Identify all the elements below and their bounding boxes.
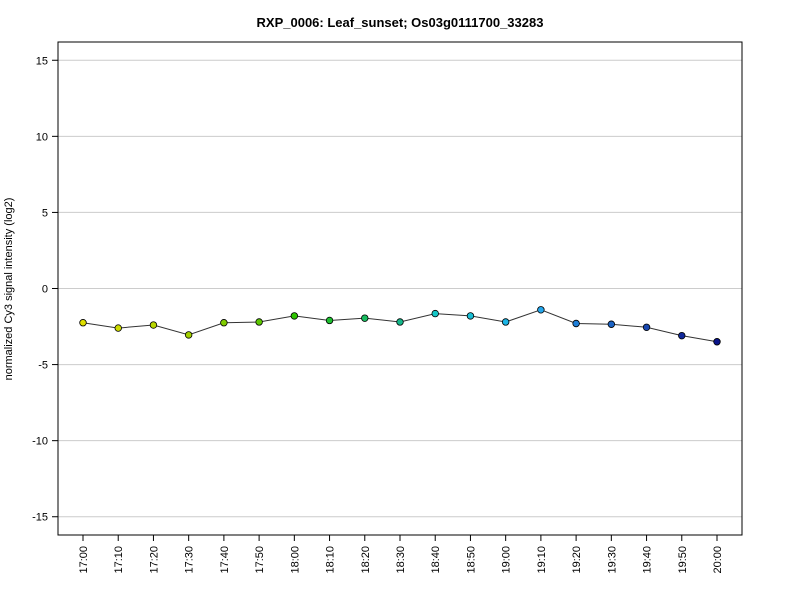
x-tick-label: 18:30 bbox=[395, 546, 407, 574]
x-tick-label: 17:40 bbox=[219, 546, 231, 574]
x-tick-label: 17:10 bbox=[113, 546, 125, 574]
x-tick-label: 19:50 bbox=[677, 546, 689, 574]
x-tick-label: 18:50 bbox=[465, 546, 477, 574]
y-tick-label: -15 bbox=[32, 512, 48, 524]
x-tick-label: 19:20 bbox=[571, 546, 583, 574]
data-point bbox=[290, 312, 299, 320]
y-tick-label: -5 bbox=[38, 360, 48, 372]
data-point bbox=[431, 309, 439, 318]
y-tick-label: -10 bbox=[32, 436, 48, 448]
data-point bbox=[325, 316, 334, 325]
y-axis-label: normalized Cy3 signal intensity (log2) bbox=[3, 198, 15, 381]
data-point bbox=[642, 323, 651, 332]
grid-lines bbox=[58, 59, 742, 518]
data-point bbox=[184, 331, 193, 339]
x-tick-label: 18:00 bbox=[289, 546, 301, 574]
data-point bbox=[220, 319, 228, 327]
series-line bbox=[82, 309, 718, 343]
x-tick-label: 19:00 bbox=[501, 546, 513, 574]
data-point bbox=[607, 320, 616, 328]
x-tick-label: 17:50 bbox=[254, 546, 266, 574]
x-tick-label: 19:30 bbox=[606, 546, 618, 574]
chart-title: RXP_0006: Leaf_sunset; Os03g0111700_3328… bbox=[257, 15, 544, 30]
y-tick-label: 5 bbox=[42, 207, 48, 219]
data-point bbox=[149, 321, 158, 329]
x-tick-label: 18:10 bbox=[325, 546, 337, 574]
data-point bbox=[396, 318, 404, 326]
data-point bbox=[713, 338, 721, 346]
x-tick-label: 19:40 bbox=[642, 546, 654, 574]
data-point bbox=[255, 318, 263, 326]
data-point bbox=[501, 318, 510, 326]
x-tick-label: 17:30 bbox=[184, 546, 196, 574]
x-tick-label: 17:20 bbox=[148, 546, 160, 574]
data-point bbox=[79, 319, 87, 327]
x-tick-label: 17:00 bbox=[78, 546, 90, 574]
data-point bbox=[537, 306, 545, 314]
data-points-layer bbox=[79, 306, 721, 346]
data-point bbox=[572, 319, 580, 328]
y-tick-label: 15 bbox=[36, 55, 48, 67]
y-tick-label: 0 bbox=[42, 284, 48, 296]
data-point bbox=[361, 314, 369, 322]
x-tick-label: 19:10 bbox=[536, 546, 548, 574]
data-point bbox=[466, 312, 475, 320]
x-tick-label: 18:40 bbox=[430, 546, 442, 574]
y-tick-label: 10 bbox=[36, 131, 48, 143]
data-point bbox=[678, 331, 686, 340]
data-point bbox=[114, 324, 122, 332]
series-line-layer bbox=[82, 309, 718, 343]
x-tick-label: 20:00 bbox=[712, 546, 724, 574]
x-axis: 17:00 17:10 17:20 17:30 17:40 17:50 18:00 18:10… bbox=[78, 534, 724, 574]
y-axis: -15 -10 -5 0 5 10 15 bbox=[32, 55, 58, 524]
x-tick-label: 18:20 bbox=[360, 546, 372, 574]
